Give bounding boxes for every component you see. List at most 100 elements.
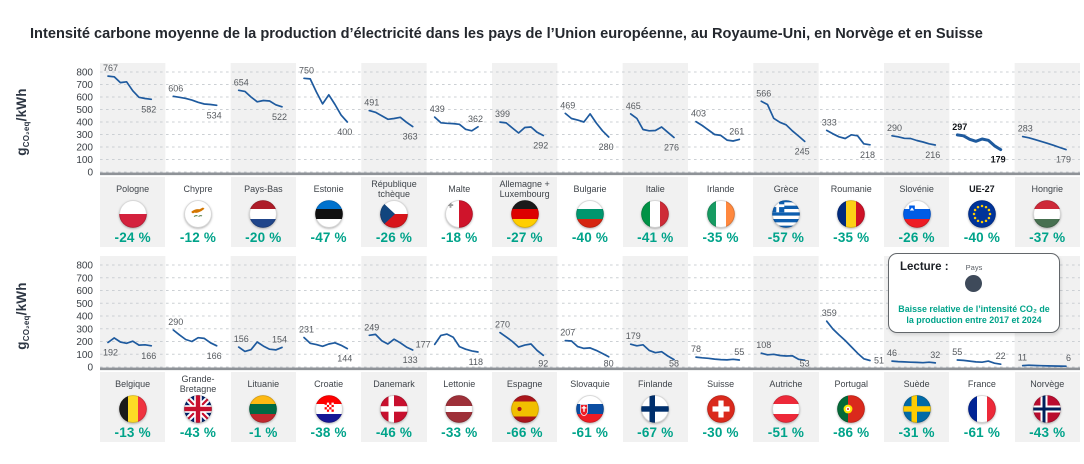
flag-icon xyxy=(118,395,147,423)
sparkline-france xyxy=(956,359,1002,366)
y-tick-label: 500 xyxy=(76,105,93,116)
country-panel-republique-tcheque: République tchèque -26 % xyxy=(361,177,427,247)
change-percent: -46 % xyxy=(375,425,413,440)
end-value-label: 133 xyxy=(403,355,418,365)
column-stripe xyxy=(622,63,688,172)
chypre-flag-icon xyxy=(165,199,230,230)
flag-icon xyxy=(510,395,539,423)
change-percent: -61 % xyxy=(571,425,609,440)
start-value-label: 297 xyxy=(952,122,967,132)
change-percent: -35 % xyxy=(833,230,870,245)
country-panel-finlande: Finlande -67 % xyxy=(622,372,688,442)
country-panel-slovaquie: Slovaquie -61 % xyxy=(557,372,622,442)
croatie-flag-icon xyxy=(296,394,361,425)
end-value-label: 154 xyxy=(272,334,287,344)
start-value-label: 606 xyxy=(168,83,183,93)
change-percent: -13 % xyxy=(114,425,151,440)
allemagne-luxembourg-flag-icon xyxy=(492,199,557,230)
flag-icon xyxy=(445,395,474,423)
y-tick-label: 700 xyxy=(76,80,93,91)
change-percent: -33 % xyxy=(441,425,478,440)
end-value-label: 280 xyxy=(599,142,614,152)
flag-icon xyxy=(837,395,866,423)
flag-icon xyxy=(314,395,343,423)
start-value-label: 207 xyxy=(560,328,575,338)
bulgarie-flag-icon xyxy=(557,199,622,230)
republique-tcheque-flag-icon xyxy=(361,199,426,230)
end-value-label: 276 xyxy=(664,143,679,153)
column-stripe xyxy=(753,256,819,367)
flag-icon xyxy=(641,395,670,423)
sparkline-lituanie xyxy=(237,341,283,353)
italie-flag-icon xyxy=(623,199,688,230)
country-panel-danemark: Danemark -46 % xyxy=(361,372,427,442)
column-stripe xyxy=(884,63,950,172)
sparkline-malte xyxy=(433,116,479,132)
country-panel-malte: Malte -18 % xyxy=(427,177,492,247)
country-panel-france: France -61 % xyxy=(949,372,1014,442)
end-value-label: 582 xyxy=(141,104,156,114)
end-value-label: 80 xyxy=(604,359,614,369)
change-percent: -12 % xyxy=(179,230,217,245)
france-flag-icon xyxy=(949,394,1014,425)
sparkline-irlande xyxy=(695,120,741,142)
start-value-label: 11 xyxy=(1018,353,1027,363)
change-percent: -30 % xyxy=(702,425,739,440)
change-percent: -43 % xyxy=(1029,425,1066,440)
sparkline-suede xyxy=(891,360,937,364)
country-panel-pologne: Pologne -24 % xyxy=(100,177,166,247)
change-percent: -35 % xyxy=(702,230,739,245)
country-name: Suisse xyxy=(707,378,735,389)
note-line-2: la production entre 2017 et 2024 xyxy=(906,314,1042,325)
change-percent: -47 % xyxy=(310,230,347,245)
row2-country-strip: Belgique -13 % Grande- Bretagne -43 % Lituan… xyxy=(100,372,1080,442)
end-value-label: 522 xyxy=(272,112,287,122)
change-percent: -37 % xyxy=(1029,230,1066,245)
y-tick-label: 600 xyxy=(76,93,93,104)
y-tick-label: 100 xyxy=(76,350,93,361)
country-name: Bulgarie xyxy=(573,183,607,194)
irlande-flag-icon xyxy=(688,199,753,230)
country-name: Irlande xyxy=(706,183,735,194)
end-value-label: 245 xyxy=(795,146,810,156)
country-name: Portugal xyxy=(834,378,869,389)
sparkline-grece xyxy=(760,100,806,143)
change-percent: -20 % xyxy=(245,230,282,245)
end-value-label: 218 xyxy=(860,150,875,160)
flag-icon xyxy=(314,200,343,228)
flag-icon xyxy=(1033,395,1062,423)
start-value-label: 439 xyxy=(430,104,445,114)
column-stripe xyxy=(361,63,427,172)
country-name: Croatie xyxy=(314,378,344,389)
y-tick-label: 700 xyxy=(76,273,93,284)
flag-icon xyxy=(902,200,931,228)
start-value-label: 750 xyxy=(299,65,314,75)
suisse-flag-icon xyxy=(688,394,753,425)
country-panel-suisse: Suisse -30 % xyxy=(688,372,753,442)
start-value-label: 290 xyxy=(168,317,183,327)
country-panel-ue-27: UE-27 -40 % xyxy=(949,177,1014,247)
country-panel-portugal: Portugal -86 % xyxy=(819,372,884,442)
flag-icon xyxy=(968,395,996,423)
change-percent: -1 % xyxy=(249,425,278,440)
change-percent: -86 % xyxy=(833,425,870,440)
country-panel-estonie: Estonie -47 % xyxy=(296,177,361,247)
country-panel-irlande: Irlande -35 % xyxy=(688,177,753,247)
country-name: Slovénie xyxy=(899,183,934,194)
sparkline-finlande xyxy=(629,343,675,361)
start-value-label: 46 xyxy=(887,348,897,358)
y-tick-label: 300 xyxy=(76,324,93,335)
country-name: Pologne xyxy=(116,183,150,194)
sparkline-lettonie xyxy=(433,333,479,353)
country-panel-roumanie: Roumanie -35 % xyxy=(819,177,884,247)
country-panel-italie: Italie -41 % xyxy=(622,177,688,247)
sparkline-roumanie xyxy=(825,129,871,146)
lettonie-flag-icon xyxy=(427,394,492,425)
country-panel-bulgarie: Bulgarie -40 % xyxy=(557,177,622,247)
flag-icon xyxy=(706,395,735,423)
start-value-label: 566 xyxy=(756,88,771,98)
suede-flag-icon xyxy=(884,394,949,425)
row1-sparklines: 0 100 200 300 400 500 600 700 800 767 582 606 534 654… xyxy=(0,56,1084,183)
country-name: Espagne xyxy=(506,378,543,389)
sparkline-allemagne-luxembourg xyxy=(499,121,545,137)
